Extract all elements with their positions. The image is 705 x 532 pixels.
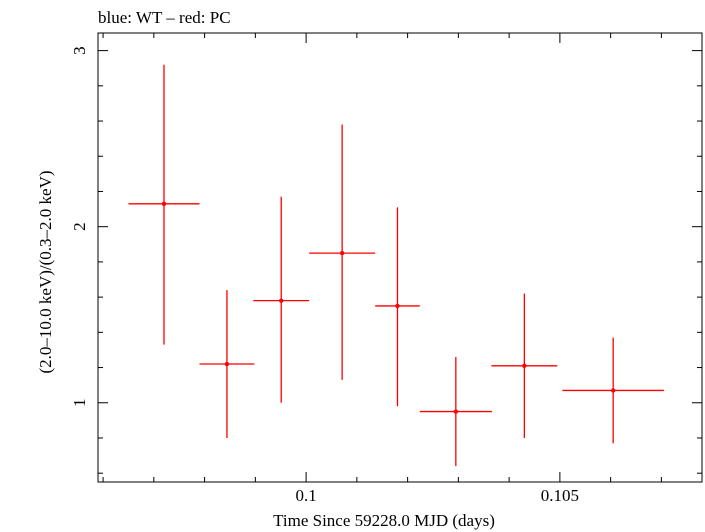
x-tick-label: 0.1 [295,486,316,505]
y-tick-label: 1 [70,399,89,408]
data-points [128,64,664,467]
y-tick-label: 3 [70,46,89,55]
y-axis-ticks [98,50,702,474]
x-tick-label: 0.105 [541,486,579,505]
point-marker [339,250,345,256]
y-axis-tick-labels: 1 2 3 [70,46,89,407]
x-axis-tick-labels: 0.1 0.105 [295,486,579,505]
data-point [562,337,664,444]
data-point [199,290,255,438]
data-point [128,64,200,345]
data-point [309,124,376,380]
x-axis-label: Time Since 59228.0 MJD (days) [273,511,495,530]
data-point [419,356,492,467]
chart-title: blue: WT – red: PC [98,8,231,27]
point-marker [161,201,167,206]
data-point [375,207,420,407]
data-point [491,293,558,438]
point-marker [224,361,230,367]
point-marker [395,303,400,309]
x-axis-ticks [102,33,662,482]
data-point [253,196,310,403]
y-tick-label: 2 [70,222,89,231]
point-marker [453,409,459,414]
point-marker [279,298,284,303]
plot-frame [97,32,703,483]
point-marker [610,388,616,393]
y-axis-label: (2.0–10.0 keV)/(0.3–2.0 keV) [36,170,55,373]
point-marker [522,363,527,368]
